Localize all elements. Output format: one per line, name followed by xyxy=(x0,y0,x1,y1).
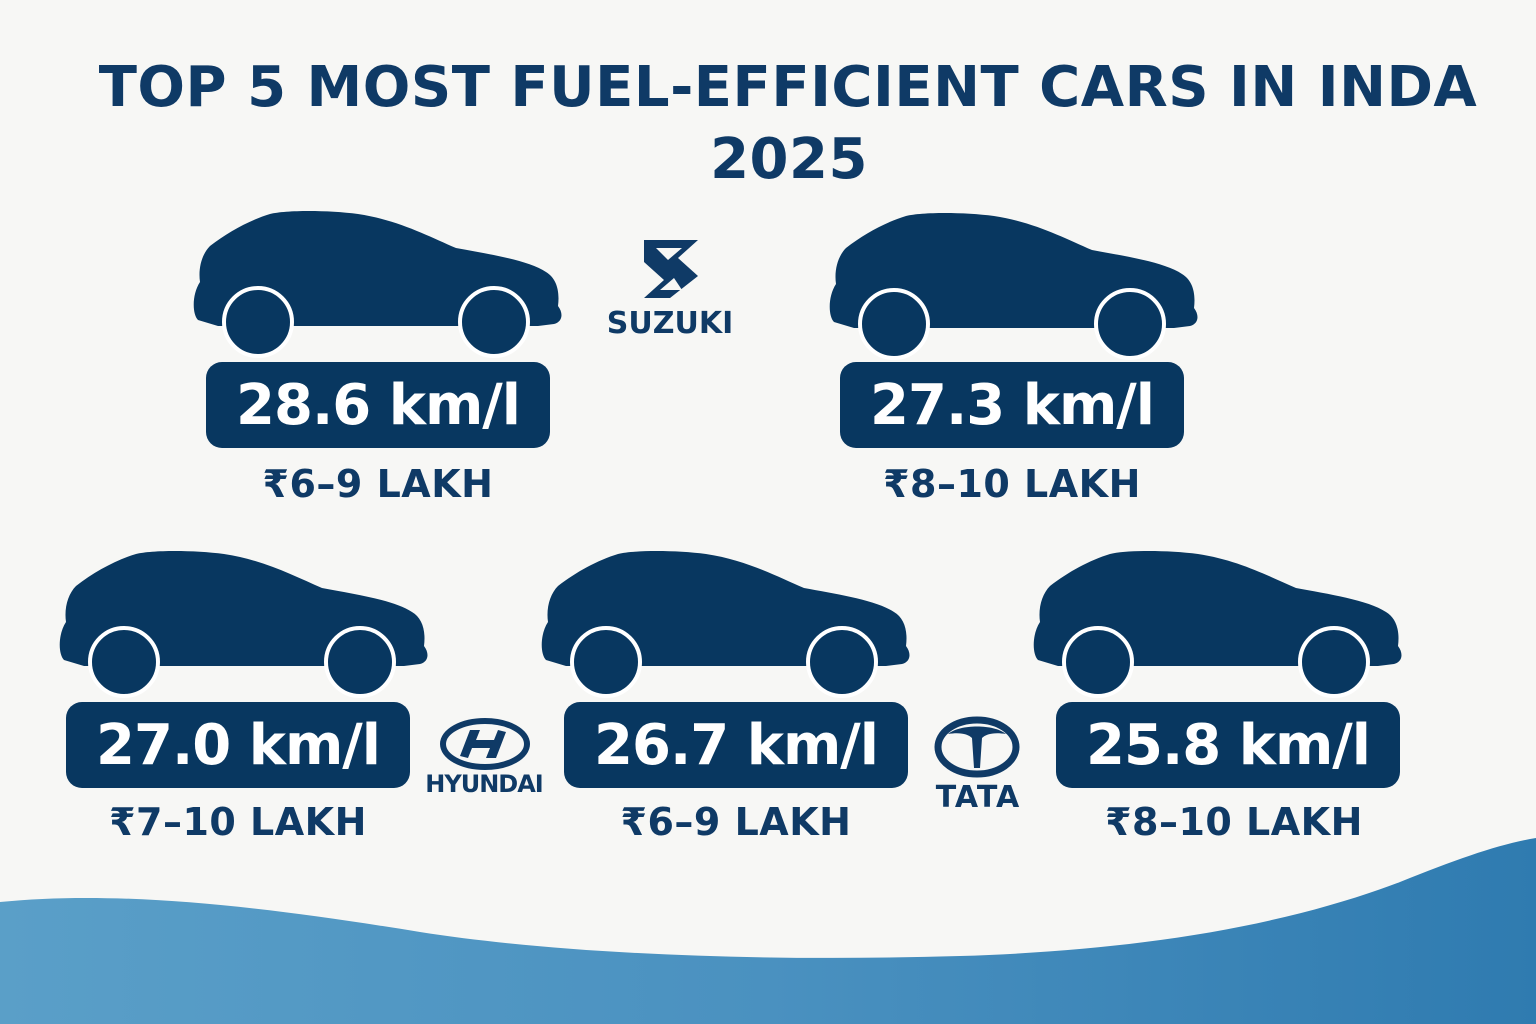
hyundai-logo-text: HYUNDAI xyxy=(425,770,543,798)
bottom-wave-decoration xyxy=(0,838,1536,1024)
page-title-line-1: TOP 5 MOST FUEL-EFFICIENT CARS IN INDA xyxy=(98,55,1478,120)
car-5-mileage-badge: 25.8 km/l xyxy=(1056,702,1400,788)
page-title-line-2: 2025 xyxy=(710,127,868,192)
car-3-price: ₹7–10 LAKH xyxy=(109,800,367,844)
tata-logo-text: TATA xyxy=(935,780,1021,815)
car-3-silhouette-icon xyxy=(54,550,434,700)
suzuki-logo-icon xyxy=(634,236,708,302)
suzuki-logo-text: SUZUKI xyxy=(606,306,734,341)
tata-logo-icon xyxy=(934,716,1020,778)
car-2-price: ₹8–10 LAKH xyxy=(883,462,1141,506)
car-2-mileage-badge: 27.3 km/l xyxy=(840,362,1184,448)
car-4-silhouette-icon xyxy=(536,550,916,700)
car-1-silhouette-icon xyxy=(188,210,568,360)
car-5-silhouette-icon xyxy=(1028,550,1408,700)
car-5-price: ₹8–10 LAKH xyxy=(1105,800,1363,844)
car-4-mileage-badge: 26.7 km/l xyxy=(564,702,908,788)
car-2-silhouette-icon xyxy=(824,212,1204,362)
car-4-price: ₹6–9 LAKH xyxy=(620,800,852,844)
car-1-mileage-badge: 28.6 km/l xyxy=(206,362,550,448)
car-3-mileage-badge: 27.0 km/l xyxy=(66,702,410,788)
car-1-price: ₹6–9 LAKH xyxy=(262,462,494,506)
hyundai-logo-icon xyxy=(440,718,530,770)
